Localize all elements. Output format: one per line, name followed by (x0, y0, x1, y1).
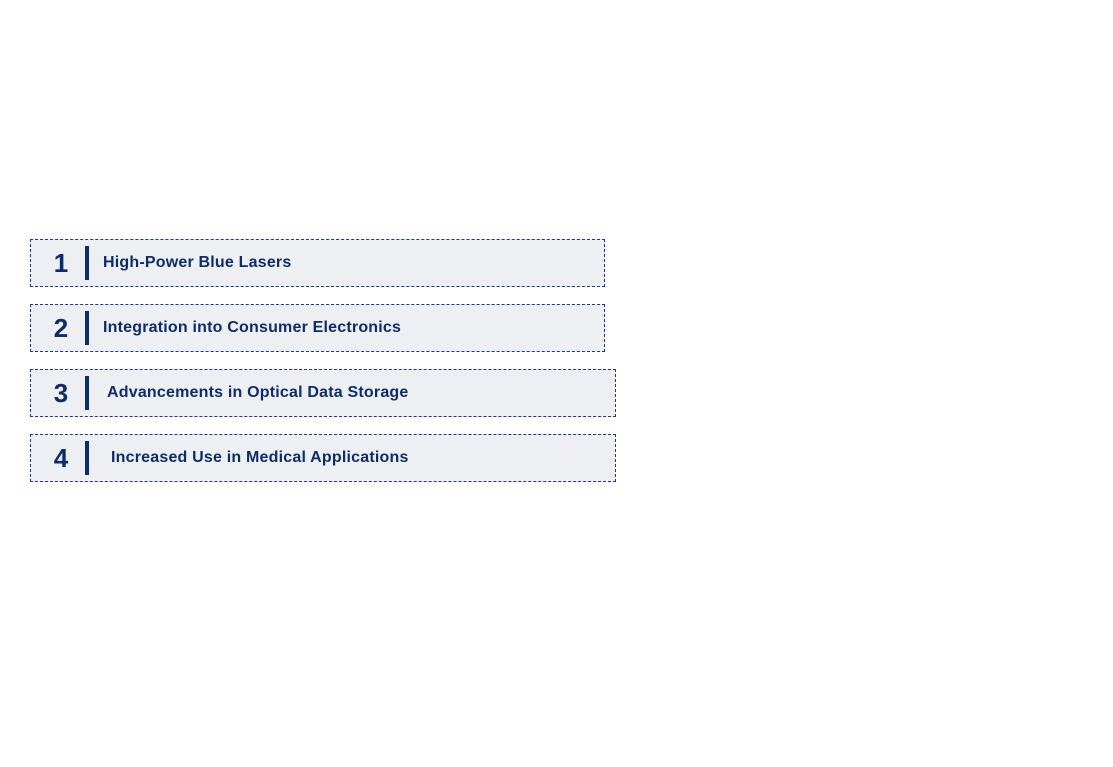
list-item-number: 2 (41, 313, 81, 344)
list-item-label: Increased Use in Medical Applications (89, 449, 615, 467)
list-item: 4 Increased Use in Medical Applications (30, 434, 616, 482)
list-item-label: High-Power Blue Lasers (89, 254, 604, 272)
list-item: 3 Advancements in Optical Data Storage (30, 369, 616, 417)
list-item-number: 3 (41, 378, 81, 409)
list-item-number: 1 (41, 248, 81, 279)
list-item: 1 High-Power Blue Lasers (30, 239, 605, 287)
list-item: 2 Integration into Consumer Electronics (30, 304, 605, 352)
list-item-label: Advancements in Optical Data Storage (89, 384, 615, 402)
infographic-canvas: 1 High-Power Blue Lasers 2 Integration i… (0, 0, 1113, 767)
list-item-label: Integration into Consumer Electronics (89, 319, 604, 337)
list-item-number: 4 (41, 443, 81, 474)
